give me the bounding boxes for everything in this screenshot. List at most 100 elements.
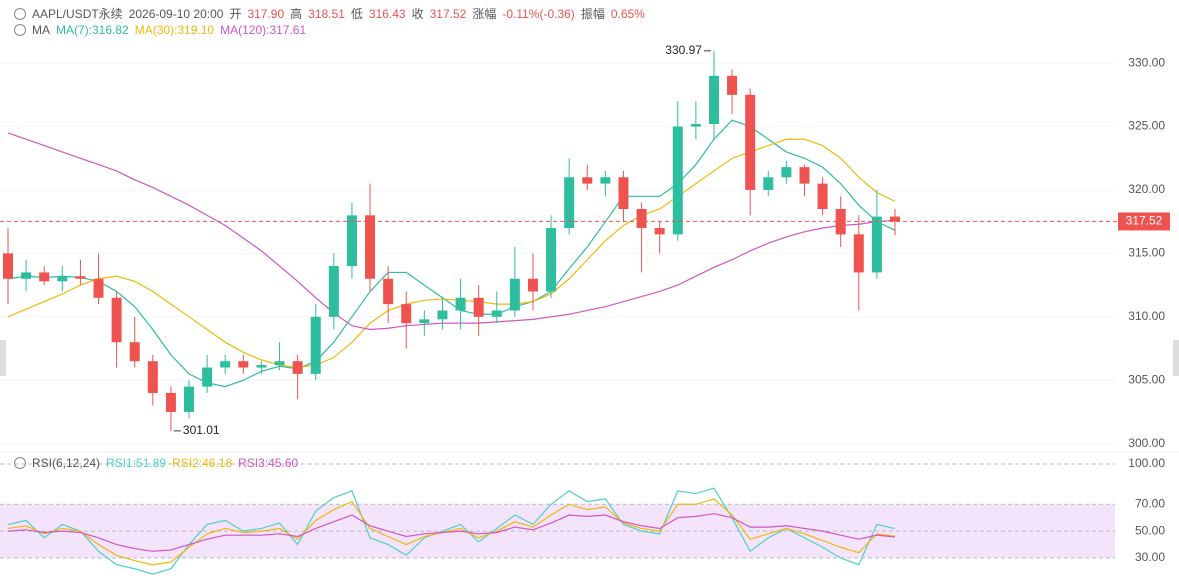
candle-body: [401, 304, 412, 324]
toggle-icon[interactable]: [14, 7, 26, 20]
candle-body: [636, 208, 647, 229]
candle-body: [455, 297, 466, 311]
candle-body: [618, 177, 629, 209]
field-label: 收: [411, 7, 424, 21]
legend-entry: RSI3:45.60: [238, 456, 299, 470]
ma-legend: MA MA(7):316.82 MA(30):319.10 MA(120):317.…: [14, 23, 306, 37]
indicator-line: [7, 132, 896, 331]
candle-body: [184, 386, 195, 412]
candle-body: [564, 177, 575, 229]
candle-body: [690, 124, 701, 127]
candle-body: [346, 215, 357, 267]
indicator-line: [7, 513, 896, 552]
legend-entry: MA(7):316.82: [56, 23, 129, 37]
candle-body: [600, 177, 611, 184]
candle-body: [853, 234, 864, 273]
rsi-legend: RSI(6,12,24) RSI1:51.89 RSI2:46.18 RSI3:45…: [14, 456, 298, 470]
y-tick-label: 330.00: [1128, 55, 1165, 69]
candle-body: [202, 367, 213, 387]
candle-body: [473, 297, 484, 317]
candle-body: [799, 167, 810, 184]
y-tick-label: 100.00: [1128, 456, 1165, 470]
candle-body: [654, 228, 665, 235]
candle-body: [582, 177, 593, 184]
candle-body: [39, 272, 50, 282]
candle-body: [292, 361, 303, 374]
legend-entry: MA(120):317.61: [220, 23, 307, 37]
toggle-icon[interactable]: [14, 24, 26, 36]
candle-body: [93, 278, 104, 298]
indicator-line: [7, 498, 896, 566]
y-tick-label: 300.00: [1128, 436, 1165, 450]
candle-body: [546, 228, 557, 292]
field-label: 振幅: [580, 7, 605, 21]
field-value: 317.52: [429, 6, 467, 21]
candle-body: [745, 94, 756, 190]
candle-body: [165, 392, 176, 412]
candle-body: [672, 126, 683, 235]
field-value: 317.90: [247, 6, 285, 21]
field-label: 低: [350, 7, 363, 21]
y-tick-label: 310.00: [1128, 309, 1165, 323]
annotation-label: 330.97: [665, 43, 702, 57]
candle-body: [75, 276, 86, 279]
indicator-line: [7, 487, 896, 575]
field-label: 高: [290, 7, 303, 21]
field-label: 涨幅: [472, 7, 497, 21]
candle-body: [890, 216, 900, 222]
candle-body: [147, 361, 158, 393]
left-tab[interactable]: [0, 340, 6, 376]
candle-body: [437, 310, 448, 320]
candle-body: [509, 278, 520, 311]
indicator-name: RSI(6,12,24): [32, 456, 101, 470]
toggle-icon[interactable]: [14, 457, 26, 469]
candle-body: [310, 316, 321, 374]
right-tab[interactable]: [1173, 340, 1179, 376]
candle-body: [527, 278, 538, 292]
y-tick-label: 320.00: [1128, 182, 1165, 196]
candle-body: [365, 215, 376, 279]
y-tick-label: 70.00: [1135, 496, 1165, 510]
y-tick-label: 315.00: [1128, 246, 1165, 260]
candle-body: [129, 342, 140, 362]
candle-body: [328, 266, 339, 317]
candle-body: [491, 310, 502, 317]
y-tick-label: 50.00: [1135, 523, 1165, 537]
y-tick-label: 305.00: [1128, 372, 1165, 386]
candle-body: [763, 177, 774, 190]
candle-body: [238, 361, 249, 368]
candle-body: [3, 253, 13, 279]
price-tag-label: 317.52: [1126, 214, 1163, 228]
field-value: 316.43: [368, 6, 406, 21]
candle-body: [708, 75, 719, 125]
candle-body: [57, 276, 68, 282]
candle-body: [383, 278, 394, 305]
field-value: -0.11%(-0.36): [502, 6, 575, 21]
y-tick-label: 325.00: [1128, 119, 1165, 133]
candle-body: [781, 167, 792, 178]
candle-body: [871, 216, 882, 273]
legend-entry: MA(30):319.10: [134, 23, 215, 37]
price-tag: [1118, 212, 1170, 231]
field-value: 318.51: [308, 6, 345, 21]
time: 2026-09-10 20:00: [128, 6, 224, 21]
indicator-name: MA: [32, 23, 50, 37]
symbol: AAPL/USDT永续: [32, 7, 123, 21]
candle-body: [21, 272, 32, 279]
candle-body: [256, 365, 267, 368]
field-label: 开: [229, 7, 242, 21]
legend-entry: RSI2:46.18: [172, 456, 233, 470]
candle-body: [727, 75, 738, 95]
header-row: AAPL/USDT永续 2026-09-10 20:00 开 317.90 高 318…: [14, 5, 645, 22]
candle-body: [220, 361, 231, 368]
candle-body: [419, 319, 430, 324]
y-tick-label: 30.00: [1135, 550, 1165, 564]
legend-entry: RSI1:51.89: [106, 456, 167, 470]
annotation-label: 301.01: [183, 423, 220, 437]
field-value: 0.65%: [610, 6, 645, 21]
candle-body: [111, 297, 122, 343]
candle-body: [817, 183, 828, 209]
candle-body: [274, 361, 285, 366]
